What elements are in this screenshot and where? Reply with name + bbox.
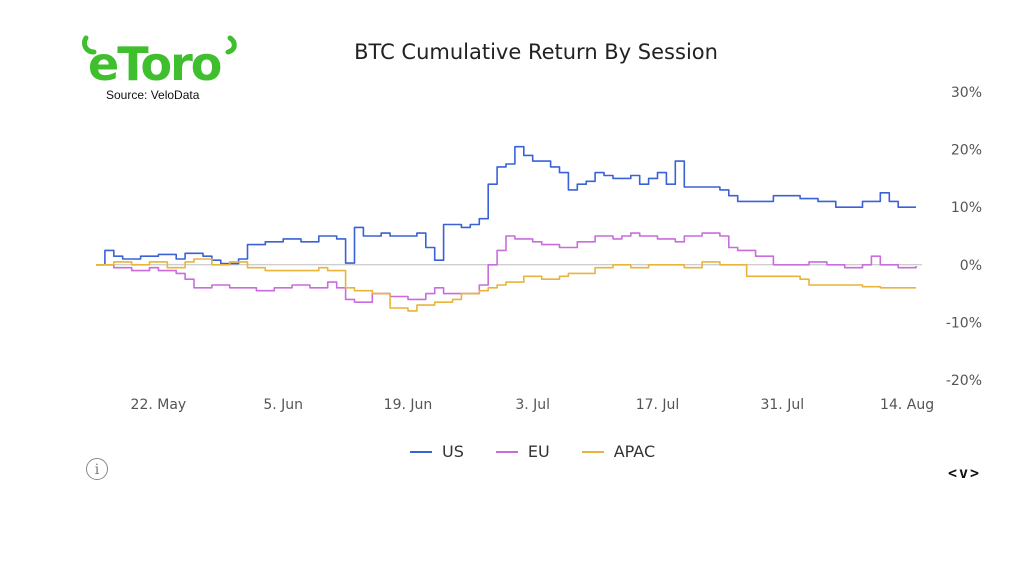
y-axis: 30% 20% 10% 0% -10% -20% xyxy=(946,85,982,389)
legend: US EU APAC xyxy=(410,442,655,461)
chart-title: BTC Cumulative Return By Session xyxy=(354,40,718,64)
legend-label: EU xyxy=(527,442,550,461)
x-tick-label: 5. Jun xyxy=(263,397,303,413)
y-tick-label: -20% xyxy=(946,373,982,389)
series-line-us xyxy=(96,145,916,266)
svg-text:eToro: eToro xyxy=(88,37,221,88)
etoro-logo: eToro xyxy=(81,35,237,88)
legend-item-apac[interactable]: APAC xyxy=(581,442,656,461)
nav-control-button[interactable]: <v> xyxy=(948,464,982,482)
y-tick-label: 10% xyxy=(951,200,982,216)
source-label: Source: VeloData xyxy=(106,88,200,102)
x-tick-label: 22. May xyxy=(131,397,187,413)
legend-swatch xyxy=(581,450,604,453)
y-tick-label: 20% xyxy=(951,143,982,159)
legend-label: APAC xyxy=(613,442,656,461)
legend-item-us[interactable]: US xyxy=(410,442,464,461)
x-tick-label: 19. Jun xyxy=(384,397,433,413)
series-line-eu xyxy=(96,232,917,303)
y-tick-label: -10% xyxy=(946,315,982,331)
x-tick-label: 31. Jul xyxy=(760,397,804,413)
series-line-apac xyxy=(96,258,916,312)
y-tick-label: 30% xyxy=(951,85,982,101)
legend-label: US xyxy=(442,442,464,461)
x-tick-label: 3. Jul xyxy=(515,397,550,413)
legend-swatch xyxy=(410,450,432,453)
info-icon[interactable]: i xyxy=(86,458,108,480)
legend-item-eu[interactable]: EU xyxy=(495,442,550,461)
x-axis: 22. May 5. Jun 19. Jun 3. Jul 17. Jul 31. Jul… xyxy=(131,397,935,413)
x-tick-label: 17. Jul xyxy=(636,397,680,413)
y-tick-label: 0% xyxy=(960,258,982,274)
legend-swatch xyxy=(495,450,518,453)
x-tick-label: 14. Aug xyxy=(880,397,934,413)
series-lines xyxy=(96,145,917,312)
